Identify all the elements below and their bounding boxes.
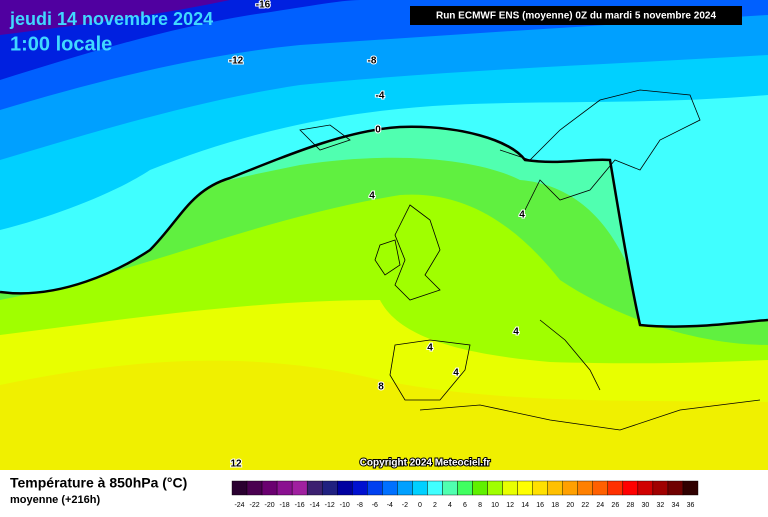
legend-label: -14 — [310, 502, 320, 509]
legend-swatch — [502, 480, 518, 496]
legend-label: 2 — [433, 502, 437, 509]
legend-swatch — [397, 480, 413, 496]
legend-label: 10 — [491, 502, 499, 509]
contour-label: 8 — [378, 382, 384, 393]
legend-label: 34 — [672, 502, 680, 509]
run-info: Run ECMWF ENS (moyenne) 0Z du mardi 5 no… — [436, 11, 716, 22]
legend-swatch — [577, 480, 593, 496]
legend-swatch — [321, 480, 338, 496]
time-subtitle: 1:00 locale — [10, 33, 112, 55]
legend-swatch — [367, 480, 383, 496]
legend-label: 28 — [626, 502, 634, 509]
legend-swatch — [306, 480, 323, 496]
legend-label: 12 — [506, 502, 514, 509]
contour-label: 4 — [519, 210, 525, 221]
contour-label: 4 — [369, 191, 375, 202]
legend-label: 22 — [581, 502, 589, 509]
legend-swatch — [607, 480, 624, 496]
legend-swatch — [231, 480, 248, 496]
legend-swatch — [667, 480, 684, 496]
footer-title: Température à 850hPa (°C) — [10, 475, 187, 491]
legend-swatch — [622, 480, 639, 496]
legend-label: -12 — [325, 502, 335, 509]
legend-label: -24 — [234, 502, 244, 509]
legend-swatch — [412, 480, 428, 496]
legend-swatch — [382, 480, 398, 496]
legend-label: 16 — [536, 502, 544, 509]
legend-label: -2 — [402, 502, 408, 509]
legend-label: -4 — [387, 502, 393, 509]
contour-label: -12 — [229, 56, 244, 67]
legend-label: 32 — [657, 502, 665, 509]
legend-swatch — [517, 480, 533, 496]
legend-swatch — [291, 480, 308, 496]
legend-label: 24 — [596, 502, 604, 509]
legend-label: -22 — [249, 502, 259, 509]
temperature-band — [0, 0, 768, 80]
temperature-bands — [0, 0, 768, 402]
legend-swatch — [246, 480, 263, 496]
coastlines — [299, 89, 761, 431]
legend-swatch — [592, 480, 609, 496]
legend-label: -18 — [280, 502, 290, 509]
legend-label: -10 — [340, 502, 350, 509]
legend-swatch — [337, 480, 353, 496]
legend-label: 8 — [478, 502, 482, 509]
zero-contour — [0, 125, 768, 328]
legend-label: 18 — [551, 502, 559, 509]
legend-label: 30 — [641, 502, 649, 509]
contour-label: -4 — [376, 91, 385, 102]
legend-label: -8 — [357, 502, 363, 509]
contour-labels: -16 -12 -8 -4 0 4 4 4 4 4 8 12 — [228, 0, 526, 471]
color-legend: -24 -22 -20 -18 -16 -14 -12 -10 -8 -6 -4 -2 0 2 4 6 8 10 1… — [231, 480, 699, 509]
footer-subtitle: moyenne (+216h) — [10, 494, 101, 506]
contour-label: -8 — [368, 56, 377, 67]
legend-label: -20 — [265, 502, 275, 509]
legend-label: 20 — [566, 502, 574, 509]
legend-label: -16 — [295, 502, 305, 509]
legend-swatch — [442, 480, 458, 496]
legend-swatch — [352, 480, 368, 496]
contour-label: 0 — [375, 125, 381, 136]
legend-label: 0 — [418, 502, 422, 509]
legend-swatch — [532, 480, 548, 496]
contour-label: 4 — [513, 327, 519, 338]
legend-label: 26 — [611, 502, 619, 509]
contour-label: 4 — [453, 368, 459, 379]
run-info-box — [410, 6, 742, 25]
legend-swatch — [457, 480, 473, 496]
legend-label: 36 — [687, 502, 695, 509]
legend-swatch — [427, 480, 443, 496]
legend-swatch — [652, 480, 669, 496]
legend-swatch — [547, 480, 563, 496]
legend-label: -6 — [372, 502, 378, 509]
legend-label: 6 — [463, 502, 467, 509]
contour-label: -16 — [256, 0, 271, 11]
temperature-band — [0, 0, 768, 110]
legend-label: 4 — [448, 502, 452, 509]
legend-swatch — [562, 480, 578, 496]
legend-swatch — [637, 480, 654, 496]
legend-swatch — [487, 480, 503, 496]
legend-label: 14 — [521, 502, 529, 509]
contour-label: 4 — [427, 343, 433, 354]
legend-swatch — [682, 480, 699, 496]
date-title: jeudi 14 novembre 2024 — [9, 9, 213, 29]
legend-swatch — [261, 480, 278, 496]
copyright: Copyright 2024 Meteociel.fr — [360, 458, 491, 469]
contour-label: 12 — [230, 459, 242, 470]
legend-swatch — [276, 480, 293, 496]
legend-swatch — [472, 480, 488, 496]
temperature-band — [0, 0, 768, 35]
